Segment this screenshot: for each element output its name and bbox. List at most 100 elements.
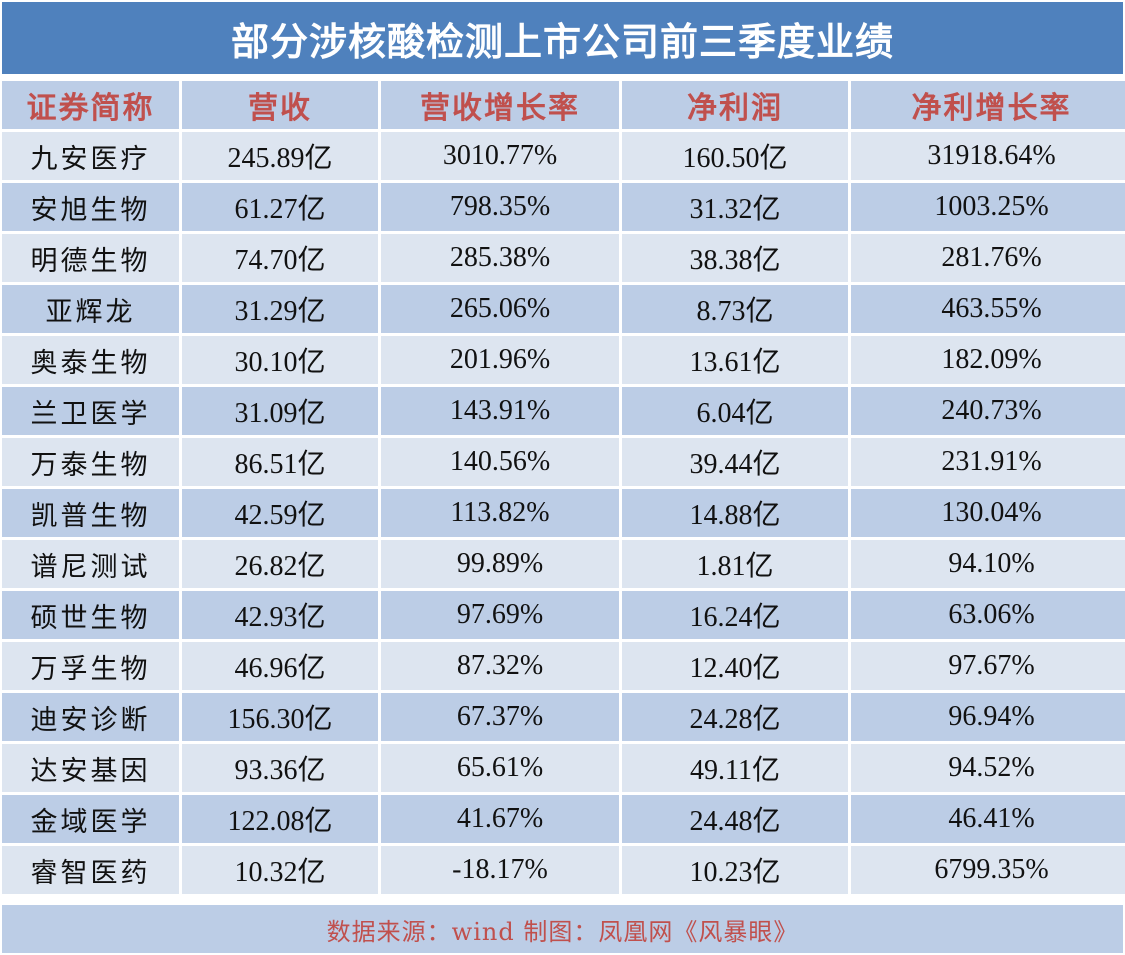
cell-net-profit-growth: 281.76% bbox=[851, 234, 1125, 282]
table-row: 万孚生物 46.96亿 87.32% 12.40亿 97.67% bbox=[2, 642, 1125, 690]
cell-net-profit: 12.40亿 bbox=[622, 642, 848, 690]
cell-net-profit: 6.04亿 bbox=[622, 387, 848, 435]
table-row: 迪安诊断 156.30亿 67.37% 24.28亿 96.94% bbox=[2, 693, 1125, 741]
cell-security-name: 金域医学 bbox=[2, 795, 179, 843]
cell-net-profit-growth: 463.55% bbox=[851, 285, 1125, 333]
cell-net-profit-growth: 97.67% bbox=[851, 642, 1125, 690]
cell-net-profit: 31.32亿 bbox=[622, 183, 848, 231]
cell-net-profit-growth: 130.04% bbox=[851, 489, 1125, 537]
cell-net-profit: 24.28亿 bbox=[622, 693, 848, 741]
cell-net-profit-growth: 1003.25% bbox=[851, 183, 1125, 231]
cell-revenue: 93.36亿 bbox=[182, 744, 378, 792]
cell-revenue: 61.27亿 bbox=[182, 183, 378, 231]
cell-net-profit-growth: 31918.64% bbox=[851, 132, 1125, 180]
cell-net-profit-growth: 6799.35% bbox=[851, 846, 1125, 894]
cell-security-name: 硕世生物 bbox=[2, 591, 179, 639]
performance-table: 证券简称 营收 营收增长率 净利润 净利增长率 九安医疗 245.89亿 3010.… bbox=[0, 78, 1125, 897]
cell-revenue: 31.29亿 bbox=[182, 285, 378, 333]
cell-revenue-growth: 143.91% bbox=[381, 387, 619, 435]
cell-revenue-growth: 65.61% bbox=[381, 744, 619, 792]
cell-revenue: 26.82亿 bbox=[182, 540, 378, 588]
table-row: 明德生物 74.70亿 285.38% 38.38亿 281.76% bbox=[2, 234, 1125, 282]
cell-revenue: 74.70亿 bbox=[182, 234, 378, 282]
cell-net-profit-growth: 240.73% bbox=[851, 387, 1125, 435]
cell-revenue: 122.08亿 bbox=[182, 795, 378, 843]
table-row: 奥泰生物 30.10亿 201.96% 13.61亿 182.09% bbox=[2, 336, 1125, 384]
table-row: 亚辉龙 31.29亿 265.06% 8.73亿 463.55% bbox=[2, 285, 1125, 333]
cell-security-name: 九安医疗 bbox=[2, 132, 179, 180]
cell-revenue-growth: 99.89% bbox=[381, 540, 619, 588]
cell-net-profit: 16.24亿 bbox=[622, 591, 848, 639]
cell-revenue-growth: 201.96% bbox=[381, 336, 619, 384]
header-revenue-growth: 营收增长率 bbox=[381, 81, 619, 129]
table-row: 硕世生物 42.93亿 97.69% 16.24亿 63.06% bbox=[2, 591, 1125, 639]
header-net-profit-growth: 净利增长率 bbox=[851, 81, 1125, 129]
cell-revenue-growth: 113.82% bbox=[381, 489, 619, 537]
cell-net-profit-growth: 182.09% bbox=[851, 336, 1125, 384]
cell-net-profit-growth: 231.91% bbox=[851, 438, 1125, 486]
table-row: 兰卫医学 31.09亿 143.91% 6.04亿 240.73% bbox=[2, 387, 1125, 435]
cell-revenue-growth: -18.17% bbox=[381, 846, 619, 894]
cell-revenue: 31.09亿 bbox=[182, 387, 378, 435]
data-source-footer: 数据来源：wind 制图：凤凰网《风暴眼》 bbox=[2, 905, 1123, 953]
cell-revenue-growth: 3010.77% bbox=[381, 132, 619, 180]
cell-security-name: 明德生物 bbox=[2, 234, 179, 282]
table-row: 凯普生物 42.59亿 113.82% 14.88亿 130.04% bbox=[2, 489, 1125, 537]
cell-security-name: 达安基因 bbox=[2, 744, 179, 792]
cell-revenue: 86.51亿 bbox=[182, 438, 378, 486]
cell-security-name: 万泰生物 bbox=[2, 438, 179, 486]
cell-revenue: 42.93亿 bbox=[182, 591, 378, 639]
header-security-name: 证券简称 bbox=[2, 81, 179, 129]
cell-revenue-growth: 67.37% bbox=[381, 693, 619, 741]
cell-net-profit: 49.11亿 bbox=[622, 744, 848, 792]
cell-security-name: 谱尼测试 bbox=[2, 540, 179, 588]
table-row: 金域医学 122.08亿 41.67% 24.48亿 46.41% bbox=[2, 795, 1125, 843]
table-row: 达安基因 93.36亿 65.61% 49.11亿 94.52% bbox=[2, 744, 1125, 792]
cell-revenue-growth: 140.56% bbox=[381, 438, 619, 486]
table-row: 万泰生物 86.51亿 140.56% 39.44亿 231.91% bbox=[2, 438, 1125, 486]
cell-net-profit-growth: 46.41% bbox=[851, 795, 1125, 843]
cell-net-profit-growth: 96.94% bbox=[851, 693, 1125, 741]
table-header-row: 证券简称 营收 营收增长率 净利润 净利增长率 bbox=[2, 81, 1125, 129]
table-title: 部分涉核酸检测上市公司前三季度业绩 bbox=[2, 2, 1123, 74]
cell-net-profit: 8.73亿 bbox=[622, 285, 848, 333]
header-revenue: 营收 bbox=[182, 81, 378, 129]
header-net-profit: 净利润 bbox=[622, 81, 848, 129]
cell-security-name: 迪安诊断 bbox=[2, 693, 179, 741]
cell-net-profit: 24.48亿 bbox=[622, 795, 848, 843]
cell-security-name: 凯普生物 bbox=[2, 489, 179, 537]
cell-net-profit: 39.44亿 bbox=[622, 438, 848, 486]
cell-net-profit: 1.81亿 bbox=[622, 540, 848, 588]
table-row: 安旭生物 61.27亿 798.35% 31.32亿 1003.25% bbox=[2, 183, 1125, 231]
cell-revenue: 42.59亿 bbox=[182, 489, 378, 537]
cell-net-profit: 160.50亿 bbox=[622, 132, 848, 180]
cell-net-profit: 38.38亿 bbox=[622, 234, 848, 282]
cell-net-profit-growth: 94.52% bbox=[851, 744, 1125, 792]
cell-revenue: 10.32亿 bbox=[182, 846, 378, 894]
cell-revenue-growth: 97.69% bbox=[381, 591, 619, 639]
cell-net-profit: 10.23亿 bbox=[622, 846, 848, 894]
cell-revenue: 156.30亿 bbox=[182, 693, 378, 741]
table-row: 九安医疗 245.89亿 3010.77% 160.50亿 31918.64% bbox=[2, 132, 1125, 180]
cell-security-name: 安旭生物 bbox=[2, 183, 179, 231]
table-row: 谱尼测试 26.82亿 99.89% 1.81亿 94.10% bbox=[2, 540, 1125, 588]
cell-revenue: 46.96亿 bbox=[182, 642, 378, 690]
cell-security-name: 睿智医药 bbox=[2, 846, 179, 894]
cell-net-profit: 14.88亿 bbox=[622, 489, 848, 537]
cell-security-name: 兰卫医学 bbox=[2, 387, 179, 435]
cell-security-name: 亚辉龙 bbox=[2, 285, 179, 333]
cell-revenue-growth: 265.06% bbox=[381, 285, 619, 333]
cell-net-profit-growth: 63.06% bbox=[851, 591, 1125, 639]
cell-revenue: 245.89亿 bbox=[182, 132, 378, 180]
cell-revenue-growth: 41.67% bbox=[381, 795, 619, 843]
cell-revenue-growth: 798.35% bbox=[381, 183, 619, 231]
cell-security-name: 万孚生物 bbox=[2, 642, 179, 690]
cell-net-profit-growth: 94.10% bbox=[851, 540, 1125, 588]
cell-security-name: 奥泰生物 bbox=[2, 336, 179, 384]
cell-revenue: 30.10亿 bbox=[182, 336, 378, 384]
cell-revenue-growth: 87.32% bbox=[381, 642, 619, 690]
table-row: 睿智医药 10.32亿 -18.17% 10.23亿 6799.35% bbox=[2, 846, 1125, 894]
cell-revenue-growth: 285.38% bbox=[381, 234, 619, 282]
cell-net-profit: 13.61亿 bbox=[622, 336, 848, 384]
